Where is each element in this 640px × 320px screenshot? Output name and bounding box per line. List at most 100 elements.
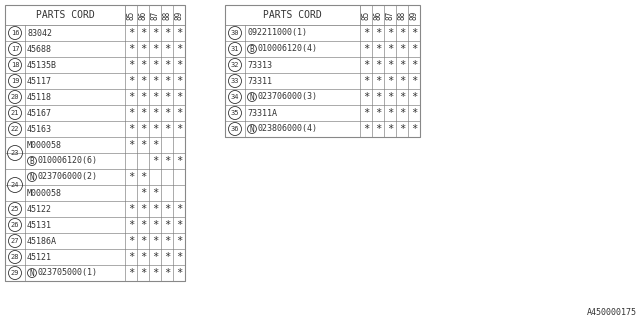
Text: *: *: [176, 124, 182, 134]
Text: *: *: [411, 28, 417, 38]
Text: *: *: [176, 44, 182, 54]
Text: *: *: [363, 108, 369, 118]
Text: *: *: [152, 268, 158, 278]
Text: *: *: [176, 204, 182, 214]
Text: N: N: [250, 124, 254, 133]
Text: *: *: [176, 236, 182, 246]
Text: 023705000(1): 023705000(1): [38, 268, 97, 277]
Text: *: *: [128, 44, 134, 54]
Text: *: *: [128, 92, 134, 102]
Text: *: *: [164, 268, 170, 278]
Text: 36: 36: [231, 126, 239, 132]
Text: *: *: [164, 28, 170, 38]
Text: *: *: [152, 44, 158, 54]
Text: *: *: [387, 108, 393, 118]
Text: PARTS CORD: PARTS CORD: [263, 10, 322, 20]
Text: N: N: [250, 92, 254, 101]
Text: *: *: [411, 124, 417, 134]
Text: *: *: [411, 92, 417, 102]
Text: *: *: [164, 76, 170, 86]
Bar: [225, 5, 420, 137]
Text: B: B: [250, 44, 254, 53]
Text: 73313: 73313: [247, 60, 272, 69]
Text: 35: 35: [231, 110, 239, 116]
Text: *: *: [176, 268, 182, 278]
Text: *: *: [176, 92, 182, 102]
Text: *: *: [375, 60, 381, 70]
Text: *: *: [152, 236, 158, 246]
Text: *: *: [363, 124, 369, 134]
Text: 87: 87: [385, 10, 394, 20]
Text: *: *: [140, 188, 146, 198]
Text: *: *: [140, 268, 146, 278]
Text: 27: 27: [11, 238, 19, 244]
Text: *: *: [128, 60, 134, 70]
Text: *: *: [363, 76, 369, 86]
Text: N: N: [29, 268, 35, 277]
Text: 34: 34: [231, 94, 239, 100]
Text: *: *: [164, 60, 170, 70]
Text: *: *: [140, 108, 146, 118]
Text: 85: 85: [127, 10, 136, 20]
Text: 45167: 45167: [27, 108, 52, 117]
Text: 45131: 45131: [27, 220, 52, 229]
Text: *: *: [140, 124, 146, 134]
Text: *: *: [152, 92, 158, 102]
Text: *: *: [152, 252, 158, 262]
Text: *: *: [152, 220, 158, 230]
Text: 88: 88: [397, 10, 406, 20]
Text: *: *: [140, 28, 146, 38]
Text: *: *: [375, 124, 381, 134]
Text: 20: 20: [11, 94, 19, 100]
Text: 023806000(4): 023806000(4): [257, 124, 317, 133]
Text: *: *: [128, 172, 134, 182]
Text: *: *: [152, 188, 158, 198]
Text: 010006120(6): 010006120(6): [38, 156, 97, 165]
Text: *: *: [152, 140, 158, 150]
Text: 85: 85: [362, 10, 371, 20]
Text: *: *: [164, 44, 170, 54]
Text: *: *: [399, 44, 405, 54]
Text: *: *: [128, 220, 134, 230]
Text: *: *: [164, 236, 170, 246]
Text: *: *: [152, 204, 158, 214]
Text: 25: 25: [11, 206, 19, 212]
Text: *: *: [387, 124, 393, 134]
Text: 88: 88: [163, 10, 172, 20]
Text: 31: 31: [231, 46, 239, 52]
Text: 023706000(3): 023706000(3): [257, 92, 317, 101]
Text: *: *: [164, 220, 170, 230]
Text: 010006120(4): 010006120(4): [257, 44, 317, 53]
Text: *: *: [176, 60, 182, 70]
Text: *: *: [411, 108, 417, 118]
Text: *: *: [140, 236, 146, 246]
Text: *: *: [176, 76, 182, 86]
Text: 18: 18: [11, 62, 19, 68]
Text: *: *: [128, 108, 134, 118]
Text: 23: 23: [11, 150, 19, 156]
Text: *: *: [152, 124, 158, 134]
Text: 73311: 73311: [247, 76, 272, 85]
Text: B: B: [29, 156, 35, 165]
Text: *: *: [399, 60, 405, 70]
Text: 21: 21: [11, 110, 19, 116]
Text: 092211000(1): 092211000(1): [247, 28, 307, 37]
Text: *: *: [140, 44, 146, 54]
Text: *: *: [128, 204, 134, 214]
Text: *: *: [128, 76, 134, 86]
Text: *: *: [375, 108, 381, 118]
Text: 45121: 45121: [27, 252, 52, 261]
Text: 87: 87: [150, 10, 159, 20]
Text: 24: 24: [11, 182, 19, 188]
Text: *: *: [152, 60, 158, 70]
Text: 30: 30: [231, 30, 239, 36]
Text: *: *: [128, 124, 134, 134]
Text: 89: 89: [410, 10, 419, 20]
Text: 45186A: 45186A: [27, 236, 57, 245]
Text: *: *: [140, 204, 146, 214]
Text: N: N: [29, 172, 35, 181]
Text: 45122: 45122: [27, 204, 52, 213]
Text: *: *: [152, 76, 158, 86]
Bar: [5, 5, 185, 281]
Text: *: *: [152, 108, 158, 118]
